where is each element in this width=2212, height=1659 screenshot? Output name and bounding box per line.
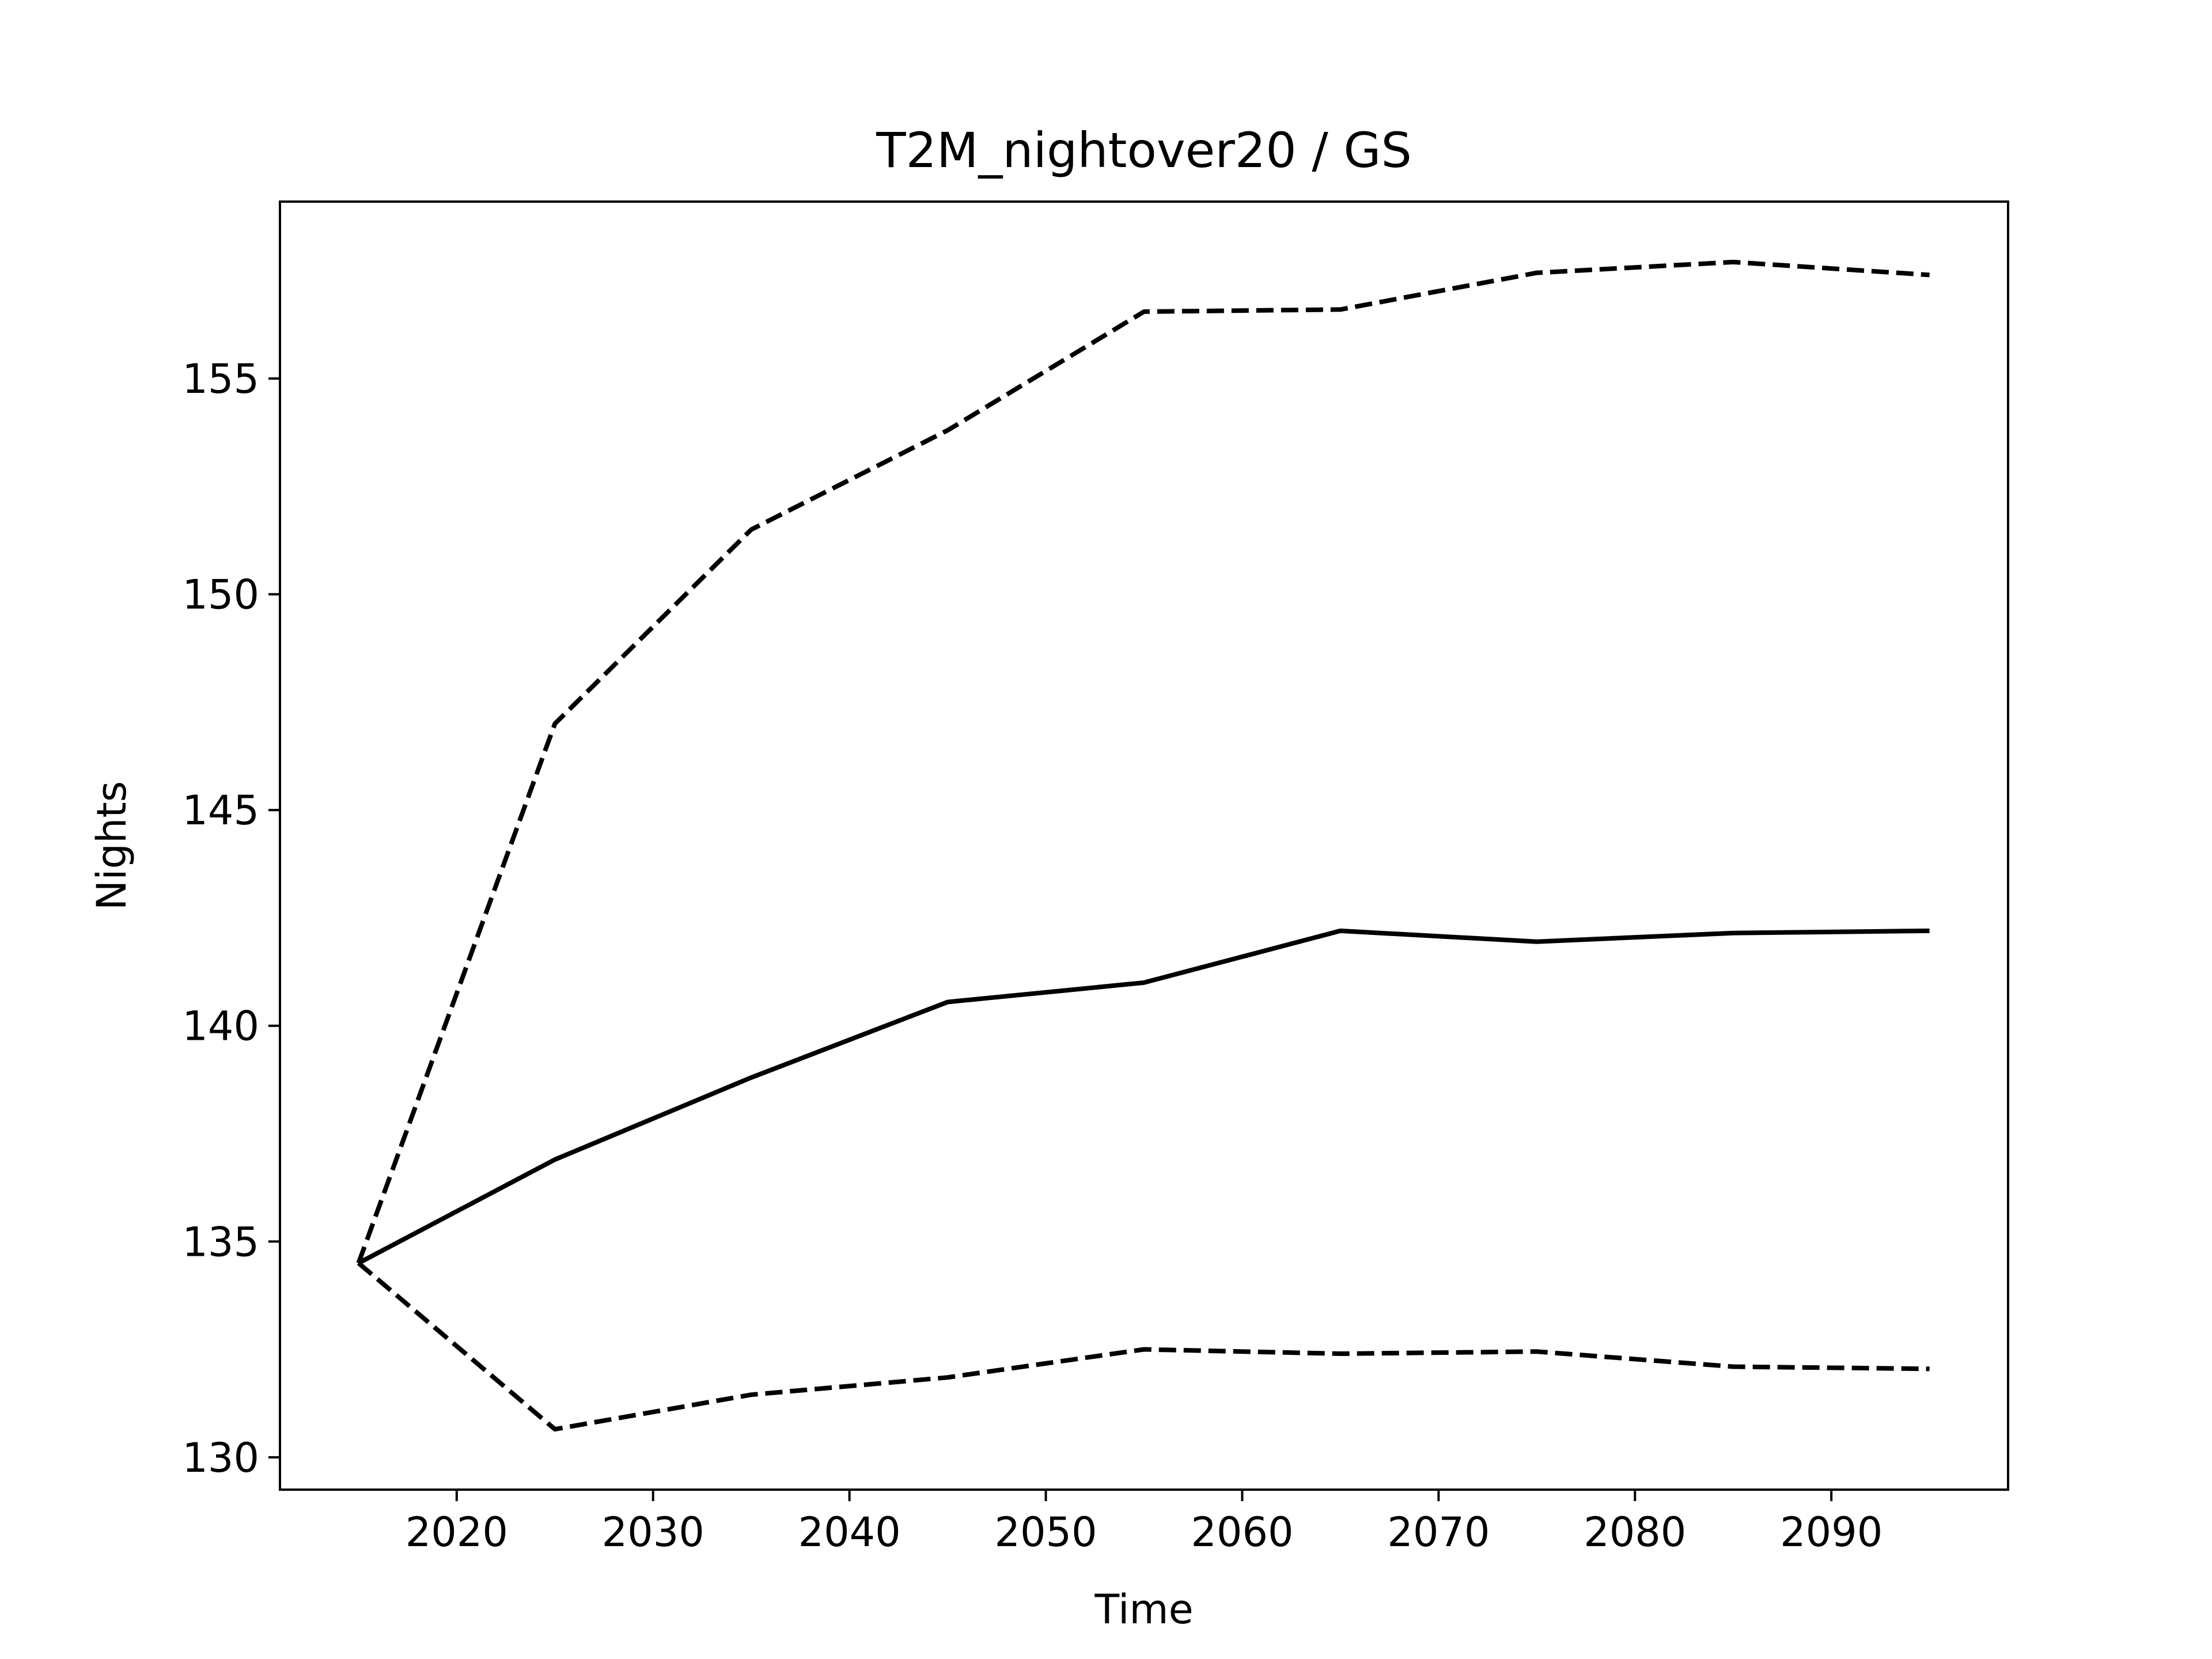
y-tick-label: 150 — [182, 571, 259, 619]
x-tick-label: 2090 — [1780, 1509, 1883, 1556]
series-line-2 — [357, 928, 1930, 1266]
x-tick-label: 2020 — [406, 1509, 508, 1556]
y-tick-label: 145 — [182, 787, 259, 834]
x-tick-label: 2030 — [602, 1509, 704, 1556]
series-line-3 — [357, 1261, 1930, 1432]
y-tick-label: 155 — [182, 355, 259, 403]
series-layer — [356, 259, 1930, 1432]
y-tick-label: 130 — [182, 1434, 259, 1482]
x-tick-label: 2070 — [1387, 1509, 1490, 1556]
y-tick-label: 140 — [182, 1003, 259, 1050]
plot-frame — [279, 200, 2009, 1491]
x-tick-label: 2040 — [798, 1509, 901, 1556]
x-axis-title: Time — [1094, 1586, 1193, 1633]
series-line-1 — [356, 259, 1930, 1264]
y-tick-label: 135 — [182, 1218, 259, 1266]
x-tick-label: 2060 — [1191, 1509, 1293, 1556]
chart-title: T2M_nightover20 / GS — [876, 122, 1412, 179]
x-axis-ticks: 2020 2030 2040 2050 2060 2070 2080 2090 — [406, 1490, 1883, 1556]
y-axis-title: Nights — [88, 781, 135, 911]
x-tick-label: 2080 — [1584, 1509, 1686, 1556]
y-axis-ticks: 130 135 140 145 150 155 — [182, 355, 280, 1482]
x-tick-label: 2050 — [994, 1509, 1097, 1556]
